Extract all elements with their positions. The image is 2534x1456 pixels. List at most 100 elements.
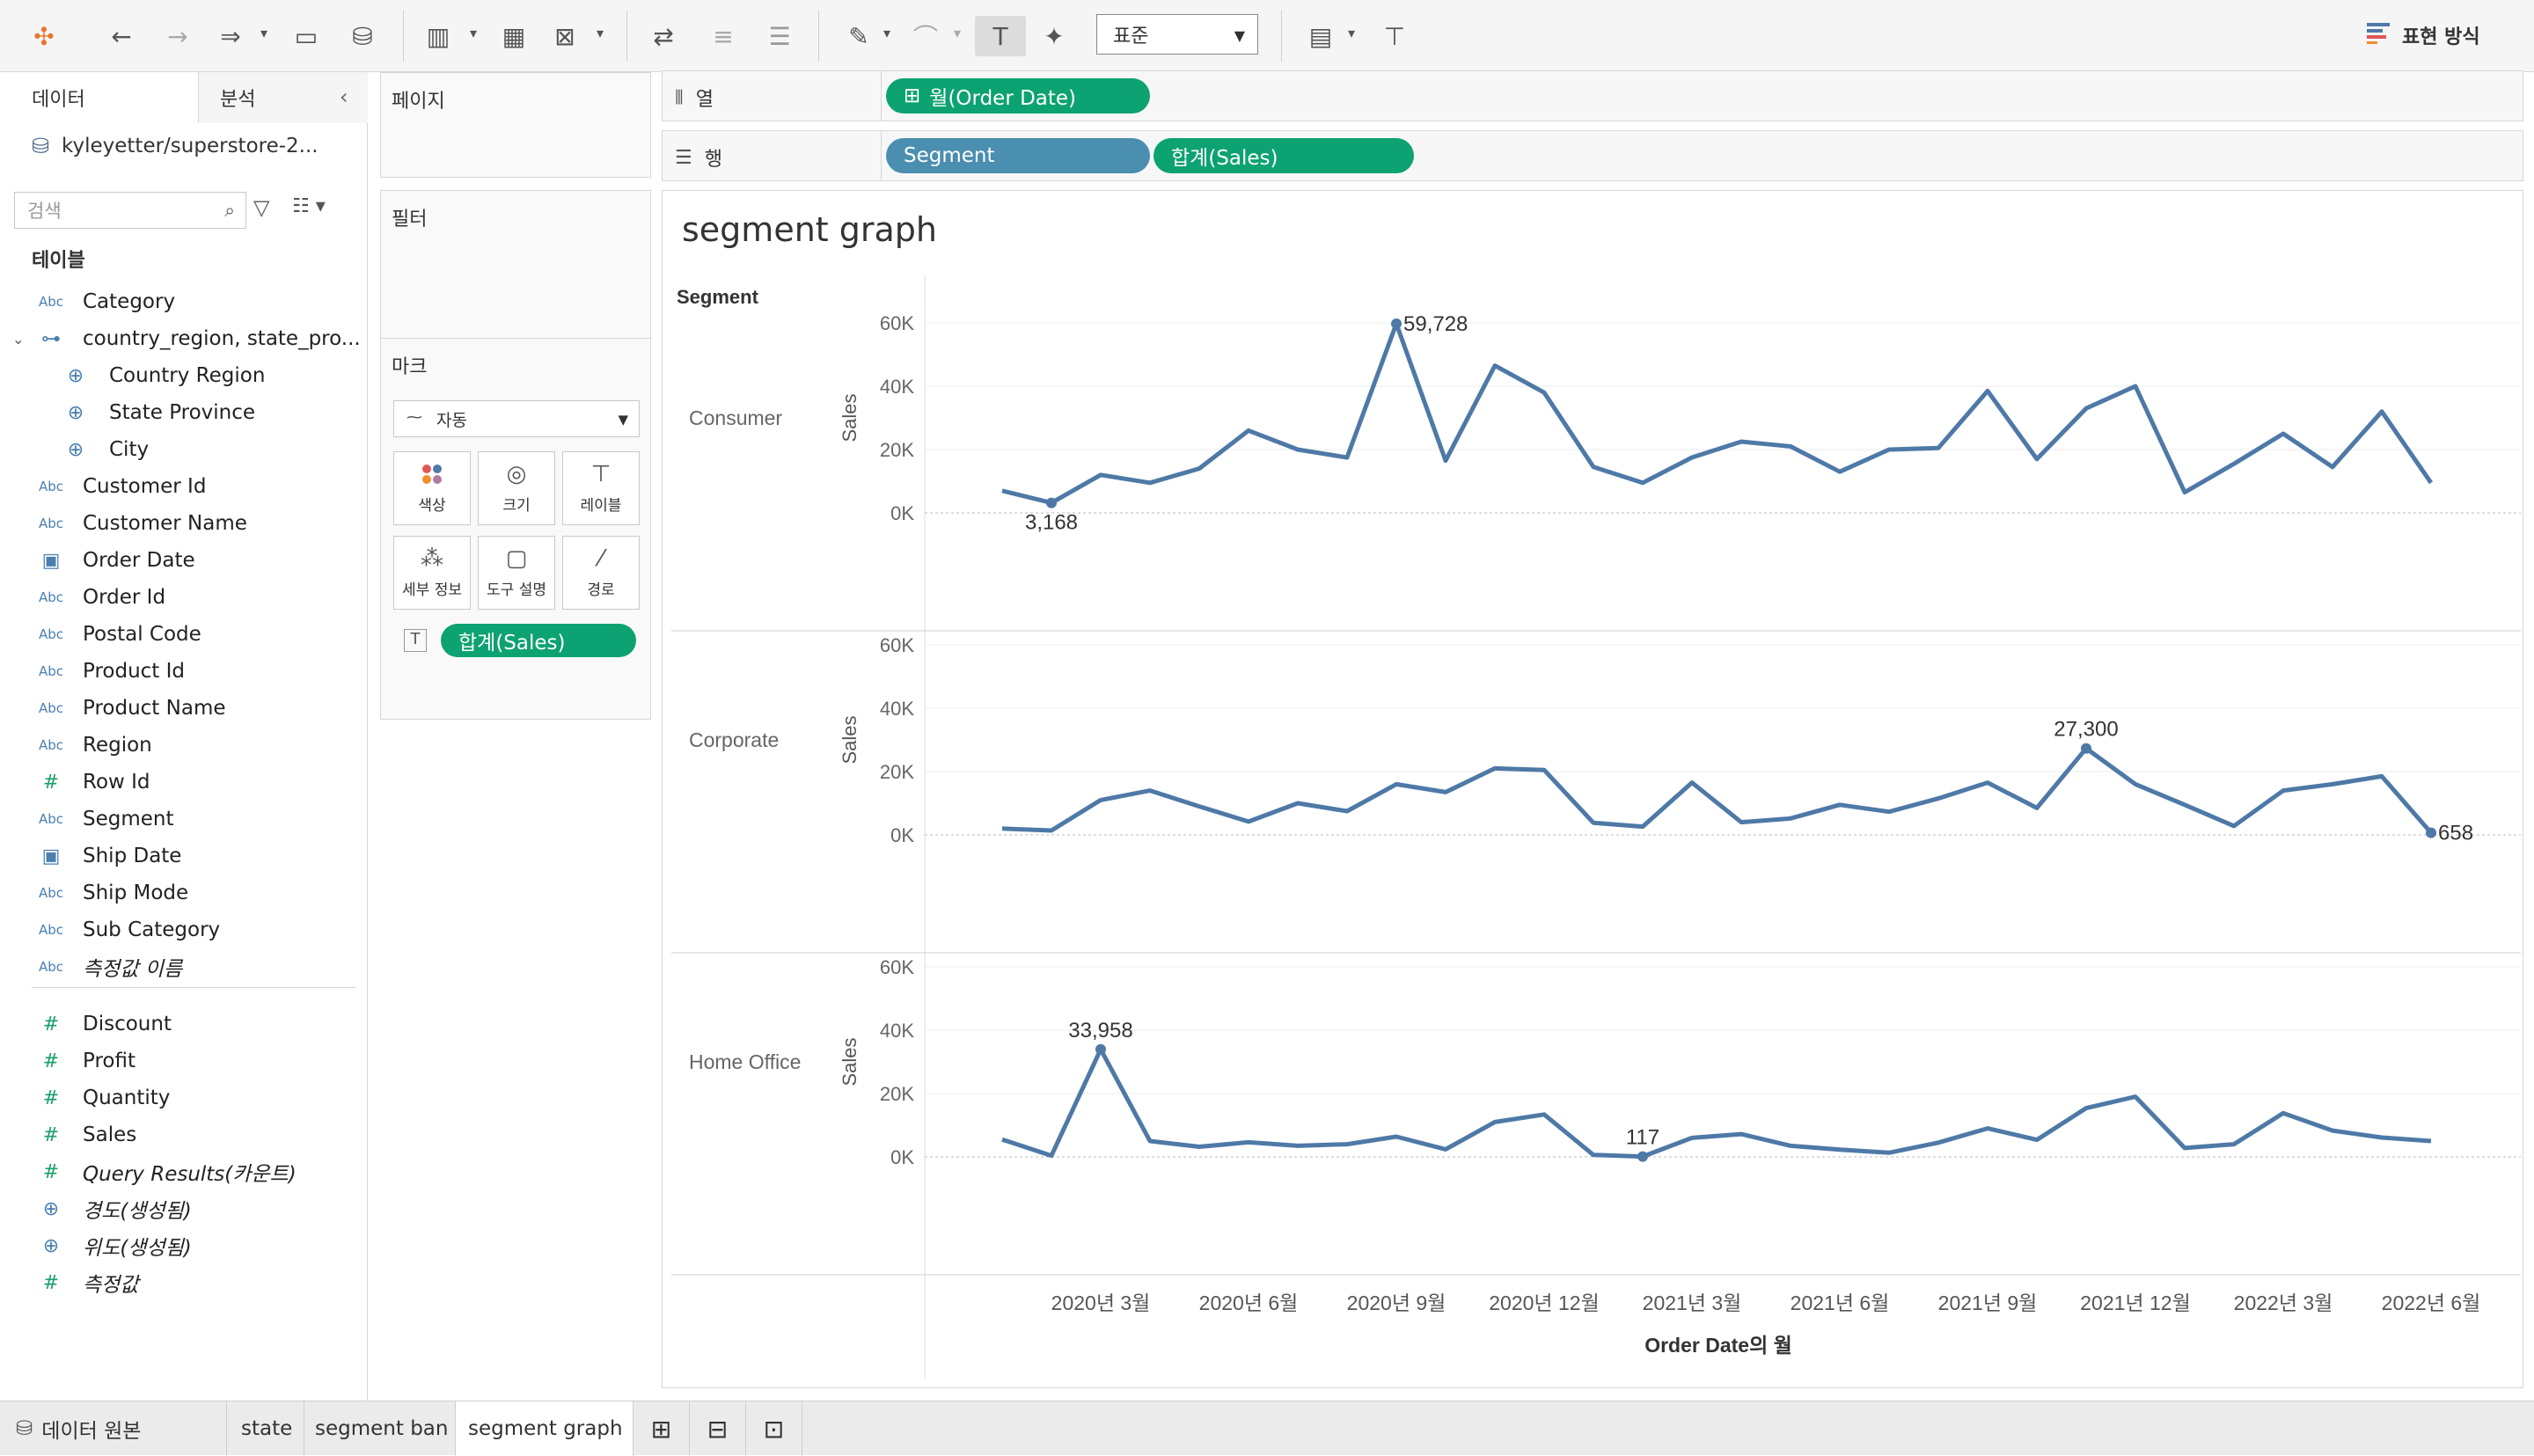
chevron-down-icon[interactable]: ▾ xyxy=(470,25,478,41)
sort-desc-icon[interactable]: ☰ xyxy=(768,21,791,51)
clear-icon[interactable]: ⊠ xyxy=(554,21,575,51)
toolbar-separator xyxy=(1281,11,1282,62)
field-name: Ship Mode xyxy=(83,882,189,904)
x-tick-label: 2022년 6월 xyxy=(2382,1291,2481,1314)
detail-button[interactable]: ⁂ 세부 정보 xyxy=(393,536,471,610)
path-button[interactable]: ⁄ 경로 xyxy=(562,536,640,610)
highlight-icon[interactable]: ✎ xyxy=(848,21,869,51)
tab-segment-ban[interactable]: segment ban xyxy=(304,1401,456,1456)
field-name: Postal Code xyxy=(83,623,201,646)
y-tick-label: 20K xyxy=(880,1083,914,1105)
series-line[interactable] xyxy=(1001,1047,2432,1160)
swap-icon[interactable]: ⇄ xyxy=(653,21,674,51)
undo-icon[interactable]: ← xyxy=(111,21,132,51)
columns-pill-month[interactable]: ⊞ 월(Order Date) xyxy=(886,78,1150,113)
field-type-icon: ⊕ xyxy=(42,1197,60,1220)
new-dashboard-icon[interactable]: ⊟ xyxy=(690,1401,746,1456)
field-name: Ship Date xyxy=(83,845,182,867)
tab-analysis[interactable]: 분석 xyxy=(199,72,368,123)
new-worksheet-icon[interactable]: ⊞ xyxy=(634,1401,690,1456)
field-type-icon: Abc xyxy=(38,479,64,494)
chevron-down-icon: ▼ xyxy=(618,412,628,428)
pages-title: 페이지 xyxy=(392,91,445,113)
rows-pill-segment[interactable]: Segment xyxy=(886,138,1150,173)
field-name: Customer Id xyxy=(83,475,207,498)
tableau-logo-icon[interactable]: ✣ xyxy=(33,21,55,51)
chevron-down-icon[interactable]: ▾ xyxy=(954,25,962,41)
data-point[interactable] xyxy=(1637,1151,1648,1162)
mark-type-select[interactable]: ⁓ 자동 ▼ xyxy=(393,400,640,437)
field-name: Discount xyxy=(83,1013,172,1035)
tooltip-button[interactable]: ▢ 도구 설명 xyxy=(478,536,555,610)
chevron-down-icon[interactable]: ▾ xyxy=(1348,25,1356,41)
data-point[interactable] xyxy=(2081,743,2091,754)
series-line[interactable] xyxy=(1001,321,2434,506)
tab-segment-graph[interactable]: segment graph xyxy=(456,1401,634,1456)
data-label: 658 xyxy=(2438,822,2473,845)
view-options-icon[interactable]: ☷ ▾ xyxy=(292,195,326,217)
field-type-icon: Abc xyxy=(38,700,64,716)
duplicate-icon[interactable]: ▦ xyxy=(502,21,526,51)
data-point[interactable] xyxy=(1046,497,1057,509)
field-type-icon: Abc xyxy=(38,922,64,938)
datasource-icon: ⛁ xyxy=(32,134,50,158)
field-type-icon: # xyxy=(42,771,60,794)
field-divider xyxy=(32,987,355,988)
rows-shelf[interactable]: ☰ 행 Segment 합계(Sales) xyxy=(662,130,2523,181)
new-story-icon[interactable]: ⊡ xyxy=(746,1401,802,1456)
tab-data[interactable]: 데이터 xyxy=(0,72,199,123)
columns-icon: ⦀ xyxy=(675,86,684,109)
chart-icon[interactable]: ▤ xyxy=(1308,21,1333,51)
data-pane: 데이터 분석 ‹ ⛁ kyleyetter/superstore-2... 검색… xyxy=(0,72,368,1401)
series-line[interactable] xyxy=(1001,746,2433,835)
color-icon xyxy=(394,461,470,493)
show-me-button[interactable]: 표현 방식 xyxy=(2367,18,2480,53)
new-datasource-icon[interactable]: ⛁ xyxy=(352,21,373,51)
presentation-icon[interactable]: ⊤ xyxy=(1383,21,1406,51)
color-button[interactable]: 색상 xyxy=(393,451,471,525)
chevron-down-icon[interactable]: ▾ xyxy=(260,25,268,41)
tab-datasource[interactable]: ⛁ 데이터 원본 xyxy=(0,1401,227,1456)
search-input[interactable]: 검색 ⌕ xyxy=(14,192,246,229)
x-tick-label: 2021년 6월 xyxy=(1791,1291,1890,1314)
label-icon[interactable]: T xyxy=(975,16,1026,56)
datasource-item[interactable]: ⛁ kyleyetter/superstore-2... xyxy=(32,128,319,164)
replay-icon[interactable]: ⇒ xyxy=(220,21,241,51)
pages-shelf[interactable]: 페이지 xyxy=(380,72,651,178)
data-point[interactable] xyxy=(2426,827,2436,838)
sort-asc-icon[interactable]: ≡ xyxy=(713,21,734,51)
new-worksheet-icon[interactable]: ▥ xyxy=(426,21,450,51)
label-field-icon: T xyxy=(404,629,427,652)
mark-sales-pill[interactable]: 합계(Sales) xyxy=(441,624,636,657)
field-name: State Province xyxy=(109,401,256,424)
field-name: 경도(생성됨) xyxy=(83,1200,192,1223)
pin-icon[interactable]: ✦ xyxy=(1044,21,1065,51)
rows-label-text: 행 xyxy=(704,149,722,171)
tab-state[interactable]: state xyxy=(227,1401,304,1456)
data-point[interactable] xyxy=(1391,318,1402,329)
label-button[interactable]: ⊤ 레이블 xyxy=(562,451,640,525)
field-type-icon: ⊕ xyxy=(67,401,84,424)
rows-pill-sales[interactable]: 합계(Sales) xyxy=(1153,138,1414,173)
columns-shelf[interactable]: ⦀ 열 ⊞ 월(Order Date) xyxy=(662,70,2523,121)
filter-icon[interactable]: ▽ xyxy=(253,195,270,220)
y-tick-label: 20K xyxy=(880,761,914,783)
redo-icon[interactable]: → xyxy=(167,21,188,51)
save-icon[interactable]: ▭ xyxy=(294,21,319,51)
data-point[interactable] xyxy=(1095,1043,1106,1055)
chevron-down-icon[interactable]: ⌄ xyxy=(12,330,25,348)
line-chart[interactable]: Segment 60K 40K 20K 0K Sales Consumer 3,168 59,7… xyxy=(663,191,2523,1387)
data-label: 117 xyxy=(1626,1126,1659,1150)
data-label: 33,958 xyxy=(1068,1019,1132,1043)
x-tick-label: 2021년 3월 xyxy=(1643,1291,1742,1314)
size-button[interactable]: ◎ 크기 xyxy=(478,451,555,525)
y-axis-title: Sales xyxy=(839,1037,861,1086)
field-type-icon: # xyxy=(42,1050,60,1072)
collapse-pane-icon[interactable]: ‹ xyxy=(340,84,348,109)
chevron-down-icon[interactable]: ▾ xyxy=(883,25,891,41)
fit-select[interactable]: 표준 ▼ xyxy=(1096,14,1258,55)
chevron-down-icon[interactable]: ▾ xyxy=(597,25,604,41)
y-tick-label: 40K xyxy=(880,698,914,720)
group-icon[interactable]: ⌒ xyxy=(912,23,938,52)
toolbar-separator xyxy=(818,11,819,62)
